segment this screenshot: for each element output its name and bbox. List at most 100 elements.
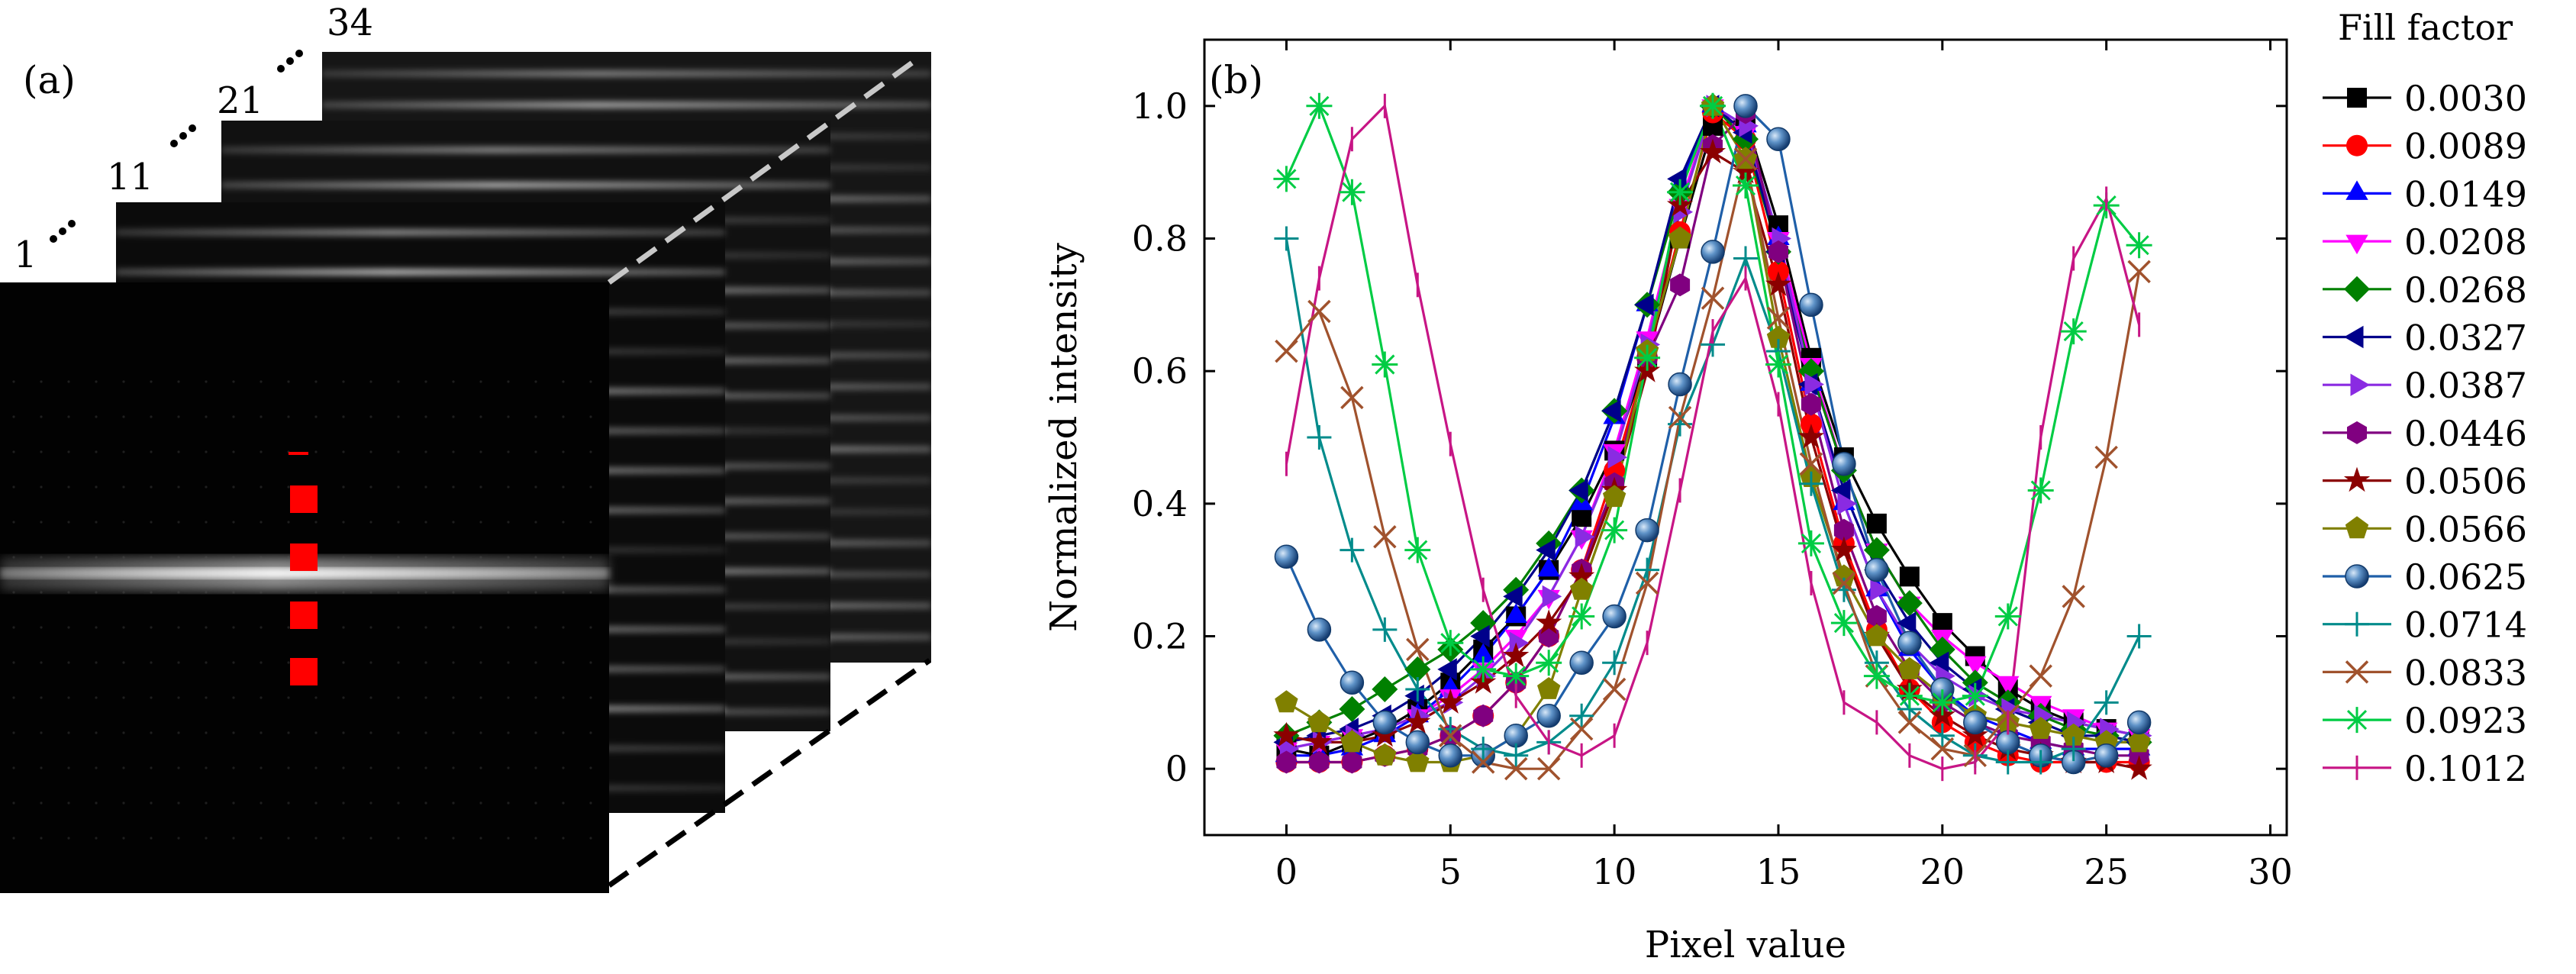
data-point [1504, 743, 1529, 768]
data-point [1306, 728, 1333, 753]
legend-marker [2345, 234, 2368, 255]
frame-label-34: 34 [327, 2, 373, 44]
data-point [2062, 585, 2085, 608]
data-point [2061, 737, 2086, 762]
data-point [1309, 750, 1330, 774]
data-point [1701, 286, 1725, 310]
data-point [1307, 425, 1332, 450]
marker-square [290, 601, 318, 629]
data-point [2028, 750, 2053, 775]
x-tick-label: 5 [1440, 851, 1462, 892]
data-point [1963, 710, 1988, 735]
data-point [1768, 240, 1788, 263]
marker-square [290, 543, 318, 571]
data-point [2094, 445, 2118, 469]
x-tick-label: 20 [1920, 851, 1965, 892]
data-point [2060, 318, 2087, 345]
data-point [1339, 696, 1365, 722]
data-point [1340, 730, 1364, 753]
data-point [1668, 226, 1692, 249]
data-point [1472, 750, 1495, 774]
data-point [1274, 226, 1299, 251]
legend-label: 0.0030 [2404, 78, 2527, 119]
data-point [1797, 424, 1825, 449]
x-tick-label: 0 [1275, 851, 1298, 892]
axes: 0 5 10 15 20 25 30 0 0.2 0.4 0.6 0.8 1.0 [1132, 40, 2293, 892]
data-point [1832, 451, 1856, 476]
legend-label: 0.0327 [2404, 318, 2527, 359]
data-point [1830, 536, 1857, 562]
marker-square [290, 485, 318, 513]
data-point [1275, 339, 1298, 363]
data-point [2126, 232, 2152, 259]
data-point [1866, 605, 1887, 628]
data-point [1994, 603, 2021, 630]
x-tick-label: 15 [1756, 851, 1801, 892]
data-point [2127, 260, 2151, 284]
y-tick-label: 0.4 [1132, 483, 1188, 524]
data-point [1373, 743, 1397, 766]
data-point [1503, 642, 1530, 668]
data-point [1733, 147, 1758, 171]
data-point [2029, 664, 2052, 688]
legend-label: 0.0446 [2404, 413, 2527, 454]
data-point [1602, 677, 1627, 701]
legend-label: 0.0506 [2404, 461, 2527, 502]
legend-label: 0.0208 [2404, 221, 2527, 263]
data-point [1865, 557, 1889, 582]
data-point [1575, 525, 1595, 548]
data-point [1700, 92, 1726, 119]
data-point [1405, 730, 1430, 755]
data-point [1568, 479, 1588, 502]
plot-frame [1203, 38, 2288, 837]
data-point [1832, 564, 1856, 587]
data-point [1865, 624, 1889, 647]
legend-marker [2347, 421, 2367, 444]
data-point [1602, 604, 1627, 629]
data-point [1765, 271, 1792, 296]
data-point [1276, 750, 1297, 774]
legend-marker [2345, 611, 2369, 637]
data-point [1273, 721, 1300, 747]
data-point [1275, 690, 1298, 713]
data-point [1804, 373, 1824, 396]
data-point [1896, 611, 1917, 634]
data-point [1799, 292, 1823, 318]
data-point [1307, 299, 1331, 324]
data-point [1896, 590, 1923, 617]
legend-label: 0.0566 [2404, 508, 2527, 550]
data-point [1404, 537, 1431, 563]
legend-title: Fill factor [2338, 7, 2513, 48]
data-point [1471, 737, 1496, 762]
data-point [1667, 167, 1687, 191]
legend-marker [2345, 516, 2369, 539]
legend-label: 0.0625 [2404, 556, 2527, 598]
legend-marker [2344, 325, 2364, 349]
data-point [1439, 724, 1462, 747]
data-point [1635, 571, 1659, 595]
legend-marker [2347, 88, 2367, 108]
data-point [1997, 676, 2020, 696]
data-point [1670, 273, 1691, 297]
data-point [1536, 538, 1556, 562]
legend-marker [2345, 660, 2369, 684]
data-point [1406, 637, 1430, 662]
data-point [1339, 179, 1365, 205]
legend-label: 0.0923 [2404, 700, 2527, 741]
data-point [1897, 656, 1922, 679]
legend-marker [2345, 180, 2368, 200]
frame-label-1: 1 [14, 234, 37, 276]
legend-label: 0.0089 [2404, 126, 2527, 167]
data-point [1438, 743, 1463, 768]
legend-label: 0.0387 [2404, 365, 2527, 406]
data-point [1470, 624, 1490, 648]
data-point [1537, 556, 1560, 577]
marker-bar [289, 452, 308, 455]
data-point [1307, 618, 1332, 642]
data-point [1837, 492, 1857, 515]
data-point [2094, 690, 2119, 715]
data-point [1569, 650, 1594, 675]
data-point [2126, 755, 2152, 780]
data-point [1732, 158, 1759, 184]
legend-marker [2346, 134, 2368, 156]
